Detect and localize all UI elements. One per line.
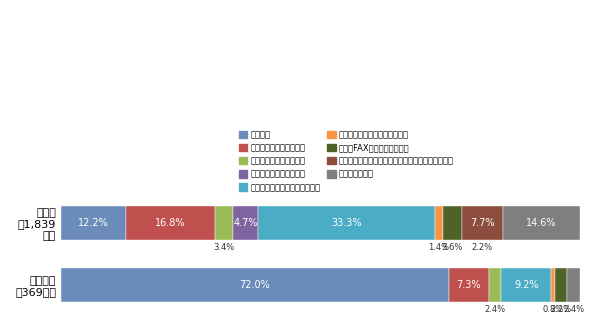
Bar (567, 268, 580, 302)
Legend: 入金した, 返還期限猫予を申請した, 「返還のてびき」をみた, 機構ホームページをみた, 奨学金相談センターに電話した, 連帯保証人・保証人に相談した, 文書・: 入金した, 返還期限猫予を申請した, 「返還のてびき」をみた, 機構ホームページ… (236, 127, 457, 195)
Bar (502, 268, 551, 302)
Bar (551, 268, 556, 302)
Bar (61, 268, 449, 302)
Text: 72.0%: 72.0% (239, 280, 271, 290)
Text: 0.8%: 0.8% (542, 305, 564, 314)
Bar (126, 206, 215, 240)
Text: 9.2%: 9.2% (514, 280, 539, 290)
Text: 7.3%: 7.3% (457, 280, 481, 290)
Text: 14.6%: 14.6% (526, 218, 557, 228)
Text: 2.4%: 2.4% (484, 305, 506, 314)
Bar (215, 206, 233, 240)
Text: 1.4%: 1.4% (428, 243, 449, 252)
Text: 16.8%: 16.8% (155, 218, 185, 228)
Text: 12.2%: 12.2% (78, 218, 109, 228)
Text: 3.6%: 3.6% (442, 243, 463, 252)
Text: 2.2%: 2.2% (472, 243, 493, 252)
Bar (258, 206, 435, 240)
Bar (449, 268, 488, 302)
Text: 7.7%: 7.7% (470, 218, 494, 228)
Bar (61, 206, 126, 240)
Bar (461, 206, 503, 240)
Text: 4.7%: 4.7% (233, 218, 258, 228)
Bar (503, 206, 580, 240)
Text: 33.3%: 33.3% (331, 218, 362, 228)
Bar (435, 206, 443, 240)
Text: 2.2%: 2.2% (551, 305, 572, 314)
Bar (443, 206, 461, 240)
Bar (488, 268, 502, 302)
Text: 3.4%: 3.4% (214, 243, 235, 252)
Text: 2.4%: 2.4% (563, 305, 584, 314)
Bar (233, 206, 258, 240)
Bar (556, 268, 567, 302)
